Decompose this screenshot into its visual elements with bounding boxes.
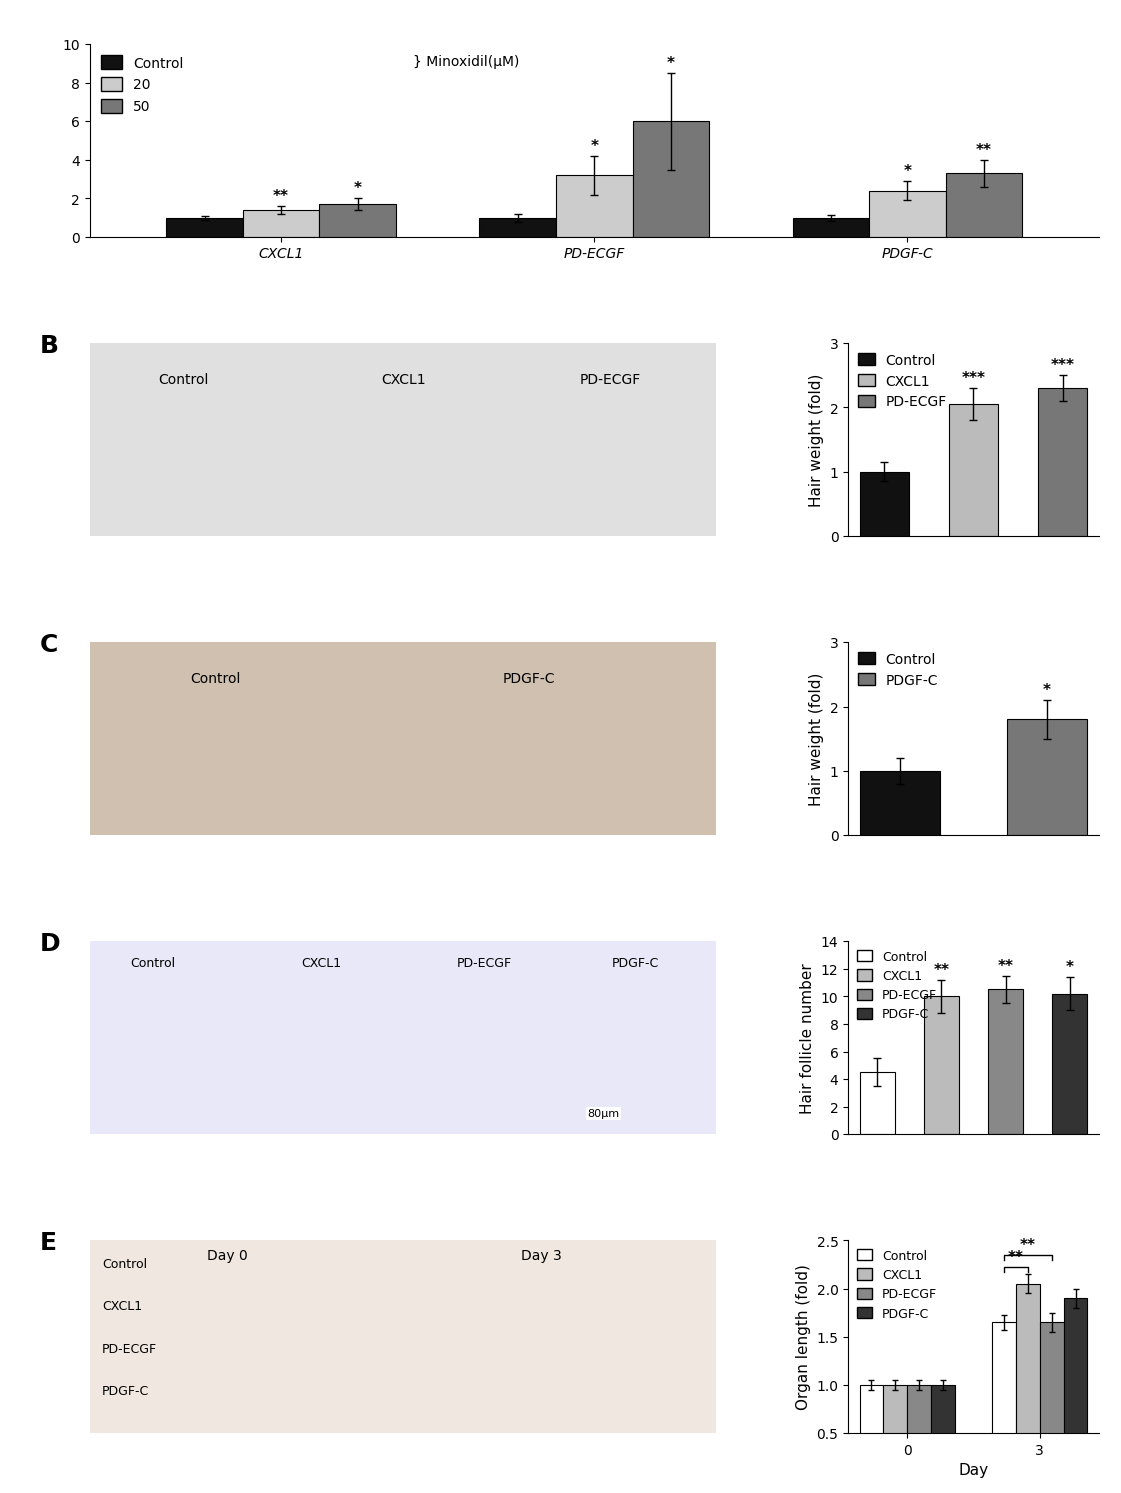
Legend: Control, CXCL1, PD-ECGF, PDGF-C: Control, CXCL1, PD-ECGF, PDGF-C [854, 948, 939, 1024]
Bar [930, 1386, 955, 1481]
Bar [1051, 994, 1087, 1135]
Text: PD-ECGF: PD-ECGF [102, 1342, 157, 1356]
Bar [988, 990, 1023, 1135]
Text: Control: Control [158, 373, 209, 387]
Text: 80μm: 80μm [587, 1109, 620, 1118]
Text: Day 3: Day 3 [520, 1248, 562, 1262]
Text: *: * [667, 55, 675, 70]
Text: C: C [39, 633, 58, 657]
Bar [1039, 1323, 1064, 1481]
Text: ***: *** [1050, 358, 1075, 373]
Text: **: ** [975, 143, 992, 158]
Bar [632, 122, 708, 237]
Bar [948, 405, 998, 536]
Bar [860, 772, 941, 836]
Text: *: * [353, 181, 362, 196]
Bar [1016, 1284, 1039, 1481]
Text: Control: Control [102, 1257, 147, 1271]
Bar [243, 211, 319, 237]
Text: *: * [590, 139, 599, 154]
Bar [793, 218, 869, 237]
Text: PDGF-C: PDGF-C [502, 672, 555, 685]
Bar [480, 218, 556, 237]
Legend: Control, CXCL1, PD-ECGF: Control, CXCL1, PD-ECGF [855, 351, 949, 412]
Bar [907, 1386, 930, 1481]
Text: **: ** [1020, 1238, 1036, 1253]
Bar [883, 1386, 907, 1481]
Bar [945, 175, 1022, 237]
Bar [1038, 388, 1087, 536]
Text: D: D [39, 932, 61, 956]
Text: Day 0: Day 0 [207, 1248, 248, 1262]
Text: PD-ECGF: PD-ECGF [457, 957, 512, 970]
Text: *: * [1066, 960, 1074, 975]
Bar [924, 997, 958, 1135]
Bar [166, 218, 243, 237]
Text: **: ** [1008, 1250, 1023, 1265]
Y-axis label: Hair weight (fold): Hair weight (fold) [808, 672, 824, 806]
Y-axis label: Hair weight (fold): Hair weight (fold) [808, 373, 824, 506]
Y-axis label: Hair follicle number: Hair follicle number [800, 963, 815, 1114]
X-axis label: Day: Day [958, 1463, 989, 1478]
Bar [869, 191, 945, 237]
Bar [319, 205, 396, 237]
Bar [860, 1386, 883, 1481]
Text: *: * [904, 164, 911, 179]
Text: *: * [1043, 682, 1050, 697]
Text: ***: *** [961, 370, 985, 385]
Text: **: ** [998, 959, 1013, 973]
Text: PD-ECGF: PD-ECGF [580, 373, 640, 387]
Text: CXCL1: CXCL1 [302, 957, 342, 970]
Text: Control: Control [189, 672, 240, 685]
Y-axis label: Organ length (fold): Organ length (fold) [796, 1265, 810, 1409]
Bar [860, 1072, 895, 1135]
Text: CXCL1: CXCL1 [102, 1299, 142, 1312]
Text: **: ** [274, 190, 289, 205]
Bar [1007, 720, 1087, 836]
Text: B: B [39, 334, 58, 358]
Text: CXCL1: CXCL1 [381, 373, 425, 387]
Legend: Control, PDGF-C: Control, PDGF-C [855, 649, 941, 690]
Bar [1064, 1299, 1087, 1481]
Text: **: ** [933, 963, 949, 978]
Text: E: E [39, 1230, 56, 1254]
Legend: Control, 20, 50: Control, 20, 50 [96, 52, 187, 118]
Text: PDGF-C: PDGF-C [102, 1384, 149, 1397]
Bar [992, 1323, 1016, 1481]
Text: } Minoxidil(μM): } Minoxidil(μM) [413, 55, 519, 69]
Text: PDGF-C: PDGF-C [611, 957, 658, 970]
Legend: Control, CXCL1, PD-ECGF, PDGF-C: Control, CXCL1, PD-ECGF, PDGF-C [854, 1247, 939, 1323]
Bar [860, 472, 908, 536]
Text: Control: Control [130, 957, 175, 970]
Bar [556, 176, 632, 237]
